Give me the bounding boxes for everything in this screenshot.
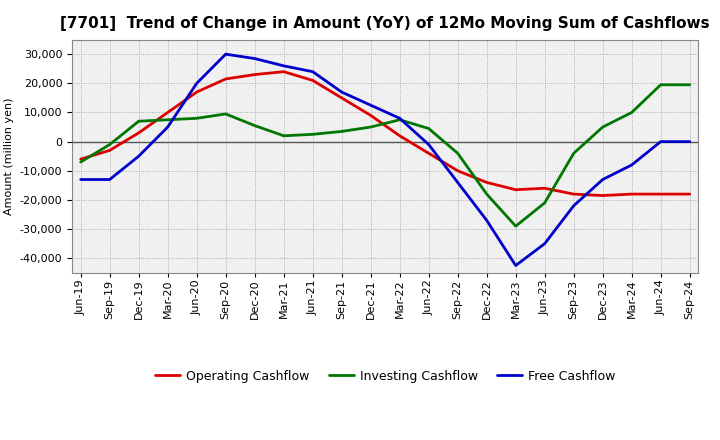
Free Cashflow [163,125,172,130]
Investing Cashflow [657,82,665,88]
Investing Cashflow [221,111,230,117]
Operating Cashflow [366,113,375,118]
Free Cashflow [192,81,201,86]
Y-axis label: Amount (million yen): Amount (million yen) [4,97,14,215]
Free Cashflow [627,162,636,168]
Operating Cashflow [482,180,491,185]
Free Cashflow [424,142,433,147]
Free Cashflow [338,89,346,95]
Investing Cashflow [163,117,172,122]
Investing Cashflow [511,224,520,229]
Investing Cashflow [76,159,85,165]
Free Cashflow [541,241,549,246]
Investing Cashflow [482,191,491,197]
Free Cashflow [685,139,694,144]
Operating Cashflow [221,76,230,81]
Operating Cashflow [424,150,433,156]
Free Cashflow [395,116,404,121]
Free Cashflow [308,69,317,74]
Operating Cashflow [192,89,201,95]
Operating Cashflow [135,130,143,136]
Free Cashflow [279,63,288,69]
Operating Cashflow [685,191,694,197]
Operating Cashflow [598,193,607,198]
Free Cashflow [454,180,462,185]
Investing Cashflow [338,129,346,134]
Legend: Operating Cashflow, Investing Cashflow, Free Cashflow: Operating Cashflow, Investing Cashflow, … [150,365,620,388]
Operating Cashflow [570,191,578,197]
Free Cashflow [76,177,85,182]
Operating Cashflow [308,78,317,83]
Line: Free Cashflow: Free Cashflow [81,54,690,265]
Operating Cashflow [541,186,549,191]
Investing Cashflow [627,110,636,115]
Investing Cashflow [135,118,143,124]
Free Cashflow [598,177,607,182]
Investing Cashflow [424,126,433,131]
Investing Cashflow [598,125,607,130]
Investing Cashflow [454,150,462,156]
Operating Cashflow [279,69,288,74]
Operating Cashflow [627,191,636,197]
Operating Cashflow [105,148,114,153]
Investing Cashflow [105,142,114,147]
Free Cashflow [251,56,259,61]
Investing Cashflow [366,125,375,130]
Operating Cashflow [163,110,172,115]
Free Cashflow [105,177,114,182]
Free Cashflow [221,51,230,57]
Operating Cashflow [338,95,346,100]
Free Cashflow [135,154,143,159]
Title: [7701]  Trend of Change in Amount (YoY) of 12Mo Moving Sum of Cashflows: [7701] Trend of Change in Amount (YoY) o… [60,16,710,32]
Investing Cashflow [251,123,259,128]
Operating Cashflow [454,168,462,173]
Investing Cashflow [685,82,694,88]
Investing Cashflow [192,116,201,121]
Operating Cashflow [76,157,85,162]
Free Cashflow [366,103,375,108]
Free Cashflow [570,203,578,209]
Free Cashflow [482,218,491,223]
Operating Cashflow [251,72,259,77]
Investing Cashflow [308,132,317,137]
Operating Cashflow [657,191,665,197]
Operating Cashflow [395,133,404,139]
Investing Cashflow [395,117,404,122]
Operating Cashflow [511,187,520,192]
Investing Cashflow [541,200,549,205]
Line: Investing Cashflow: Investing Cashflow [81,85,690,226]
Free Cashflow [657,139,665,144]
Investing Cashflow [570,150,578,156]
Investing Cashflow [279,133,288,139]
Free Cashflow [511,263,520,268]
Line: Operating Cashflow: Operating Cashflow [81,72,690,195]
